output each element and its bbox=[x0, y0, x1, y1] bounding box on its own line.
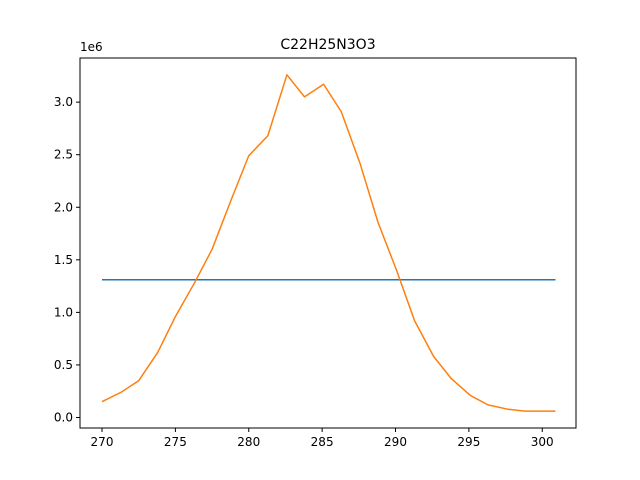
x-tick-label: 295 bbox=[457, 435, 480, 449]
x-tick-label: 300 bbox=[531, 435, 554, 449]
y-tick-label: 3.0 bbox=[54, 95, 73, 109]
series-line-2 bbox=[101, 74, 556, 412]
ticks-layer: 270 275 280 285 290 295 300 0.0 0.5 1.0 1.5 2.0 2.5 3… bbox=[54, 95, 554, 449]
y-tick-label: 1.0 bbox=[54, 305, 73, 319]
x-tick-label: 275 bbox=[164, 435, 187, 449]
y-tick-label: 1.5 bbox=[54, 253, 73, 267]
series-layer bbox=[101, 74, 556, 412]
y-tick-label: 0.5 bbox=[54, 358, 73, 372]
x-tick-label: 280 bbox=[237, 435, 260, 449]
y-offset-label: 1e6 bbox=[80, 40, 103, 54]
x-tick-label: 270 bbox=[91, 435, 114, 449]
x-tick-label: 290 bbox=[384, 435, 407, 449]
y-tick-label: 2.0 bbox=[54, 200, 73, 214]
y-tick-label: 2.5 bbox=[54, 148, 73, 162]
chart-title: C22H25N3O3 bbox=[280, 37, 375, 53]
y-tick-label: 0.0 bbox=[54, 410, 73, 424]
x-tick-label: 285 bbox=[311, 435, 334, 449]
plot-frame bbox=[79, 57, 577, 429]
